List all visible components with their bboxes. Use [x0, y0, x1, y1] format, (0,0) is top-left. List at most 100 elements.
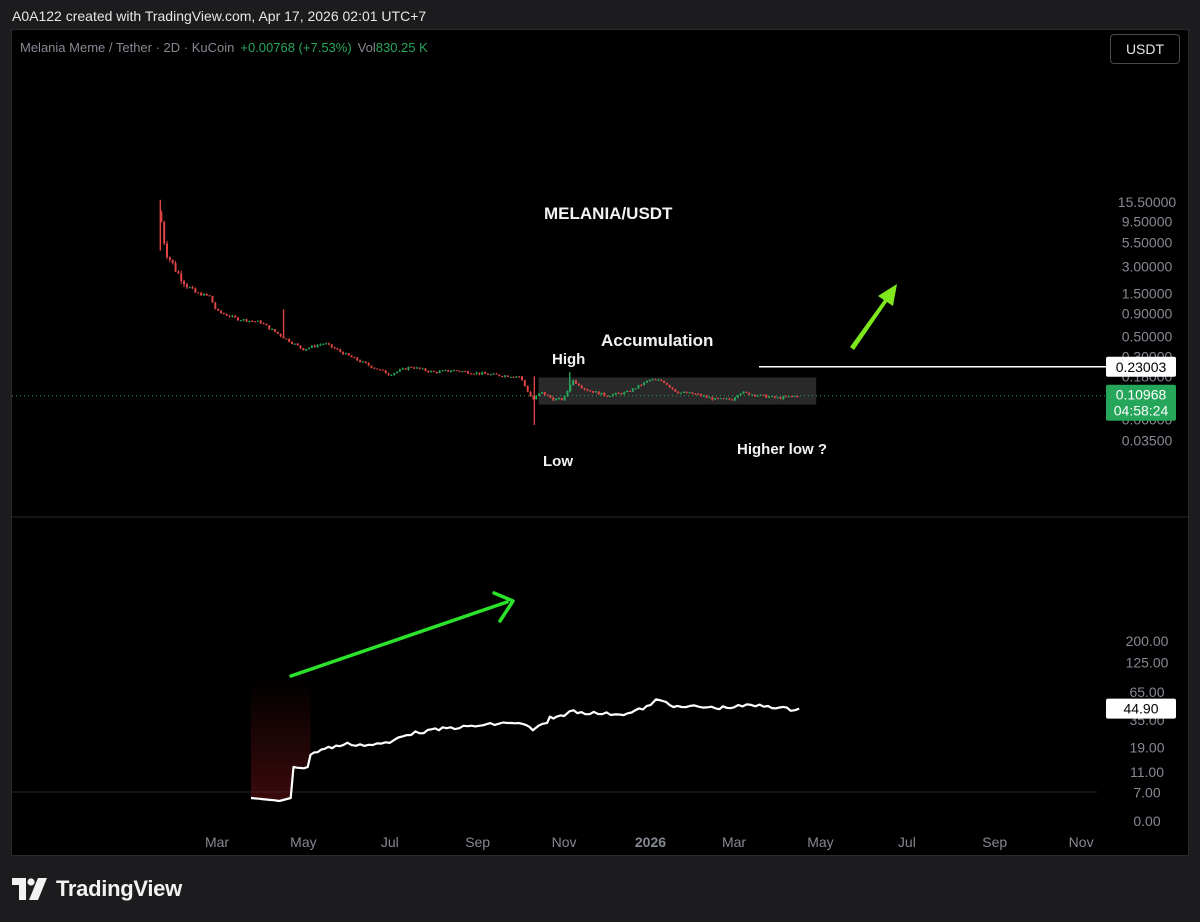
price-change: +0.00768 (+7.53%) [240, 40, 352, 55]
candle-body [293, 343, 296, 345]
candle-body [617, 392, 620, 394]
candle-body [705, 395, 708, 398]
candle-body [682, 391, 685, 393]
candle-body [651, 379, 654, 381]
candle-body [259, 320, 262, 324]
candle-body [336, 348, 339, 350]
candle-body [265, 323, 268, 326]
candle-body [407, 366, 410, 370]
candle-body [171, 259, 174, 264]
candle-body [228, 315, 231, 317]
candle-body [225, 314, 228, 316]
candle-body [563, 396, 566, 401]
candle-body [310, 345, 313, 348]
candle-body [464, 371, 467, 373]
symbol-label[interactable]: Melania Meme / Tether · 2D · KuCoin [20, 40, 235, 55]
current-price-label: 0.10968 [1116, 387, 1167, 403]
candle-body [285, 338, 288, 340]
time-axis-tick: 2026 [635, 834, 666, 850]
time-axis[interactable]: Mar May Jul Sep Nov 2026 Mar May Jul Sep Nov [205, 834, 1094, 850]
candle-body [515, 376, 518, 378]
candle-body [245, 319, 248, 322]
candle-body [450, 371, 453, 373]
tradingview-logo[interactable]: TradingView [12, 876, 182, 902]
candle-body [447, 370, 450, 372]
candle-body [231, 315, 234, 317]
candle-body [469, 373, 472, 375]
candle-body [736, 395, 739, 398]
candle-body [344, 353, 347, 355]
candle-body [688, 392, 691, 394]
annotation-higher-low: Higher low ? [737, 441, 827, 458]
candle-body [410, 366, 413, 368]
candle-body [594, 391, 597, 393]
candle-body [185, 284, 188, 288]
candle-body [353, 357, 356, 359]
volume-label: Vol [357, 40, 376, 55]
candle-body [645, 380, 648, 383]
candle-body [180, 273, 183, 282]
candle-body [790, 396, 793, 398]
price-axis-tick: 1.50000 [1122, 286, 1173, 302]
annotation-accumulation: Accumulation [601, 331, 713, 350]
candle-body [256, 320, 259, 322]
candle-body [782, 396, 785, 399]
candle-body [637, 384, 640, 389]
candle-body [441, 370, 444, 372]
candle-body [521, 376, 524, 381]
candle-body [467, 371, 470, 374]
candle-body [396, 371, 399, 374]
candle-body [512, 376, 515, 378]
candle-body [183, 281, 186, 285]
credit-text: A0A122 created with TradingView.com, Apr… [12, 8, 427, 24]
candle-body [455, 370, 458, 372]
candle-body [305, 348, 308, 351]
candle-body [313, 345, 316, 348]
level-badge-label: 0.23003 [1116, 359, 1167, 375]
candle-body [472, 373, 475, 375]
price-axis-tick: 15.50000 [1118, 194, 1177, 210]
candle-body [628, 390, 631, 392]
candle-body [583, 388, 586, 390]
candle-body [719, 398, 722, 400]
candle-body [665, 382, 668, 385]
candle-body [503, 375, 506, 377]
indicator-fill [250, 678, 311, 801]
time-axis-tick: May [290, 834, 316, 850]
price-axis-tick: 5.50000 [1122, 235, 1173, 251]
candle-body [765, 394, 768, 398]
chart-legend: Melania Meme / Tether · 2D · KuCoin +0.00… [20, 40, 428, 55]
candle-body [756, 395, 759, 397]
candle-body [722, 398, 725, 400]
indicator-value-badge: 44.90 [1106, 698, 1176, 719]
candle-body [361, 361, 364, 363]
candle-body [356, 357, 359, 361]
candle-body [589, 390, 592, 392]
candle-body [276, 331, 279, 334]
level-badge: 0.23003 [1106, 356, 1176, 377]
candle-body [592, 390, 595, 393]
candle-body [271, 329, 274, 331]
candle-body [319, 344, 322, 346]
time-axis-tick: Nov [1069, 834, 1094, 850]
time-axis-tick: Sep [465, 834, 490, 850]
annotation-title: MELANIA/USDT [544, 204, 673, 223]
candle-body [759, 394, 762, 396]
candle-body [367, 363, 370, 366]
indicator-axis-tick: 65.00 [1129, 684, 1164, 700]
candle-body [574, 380, 577, 384]
price-chart[interactable]: 15.50000 9.50000 5.50000 3.00000 1.50000 0.90… [12, 30, 1189, 856]
price-axis-tick: 0.03500 [1122, 432, 1173, 448]
time-axis-tick: May [807, 834, 833, 850]
countdown-label: 04:58:24 [1114, 403, 1169, 419]
chart-frame[interactable]: 15.50000 9.50000 5.50000 3.00000 1.50000 0.90… [11, 29, 1189, 856]
candle-body [603, 392, 606, 396]
candle-body [478, 372, 481, 375]
volume-value: 830.25 K [375, 40, 428, 55]
currency-button[interactable]: USDT [1110, 34, 1180, 64]
candle-body [211, 295, 214, 303]
candle-body [166, 243, 169, 258]
candle-body [677, 391, 680, 394]
candle-body [347, 353, 350, 356]
